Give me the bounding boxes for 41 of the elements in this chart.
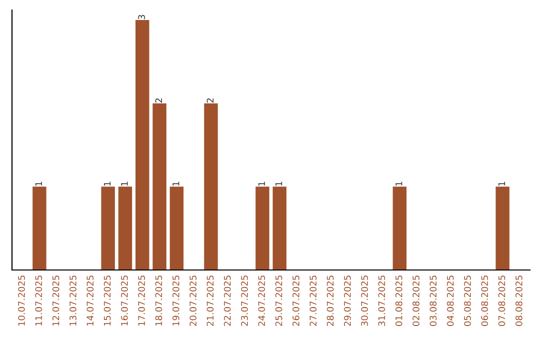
x-tick-label: 19.07.2025 bbox=[172, 276, 180, 326]
x-tick-label: 13.07.2025 bbox=[70, 276, 76, 326]
x-tick-label: 08.08.2025 bbox=[516, 276, 522, 326]
data-label: 1 bbox=[396, 182, 402, 186]
data-label: 1 bbox=[121, 182, 128, 186]
x-tick-label: 22.07.2025 bbox=[224, 276, 231, 326]
data-label: 1 bbox=[498, 182, 506, 186]
x-tick-label: 23.07.2025 bbox=[241, 276, 248, 326]
x-tick-label: 06.08.2025 bbox=[481, 276, 488, 326]
data-label: 2 bbox=[155, 98, 162, 103]
data-label: 3 bbox=[138, 14, 145, 20]
x-tick-label: 16.07.2025 bbox=[120, 276, 128, 326]
x-tick-label: 03.08.2025 bbox=[430, 276, 437, 326]
x-tick-label: 01.08.2025 bbox=[395, 276, 402, 326]
x-tick-label: 29.07.2025 bbox=[344, 276, 351, 326]
x-tick-label: 26.07.2025 bbox=[292, 276, 300, 326]
data-label: 1 bbox=[35, 182, 42, 186]
x-tick-label: 31.07.2025 bbox=[378, 276, 386, 326]
data-label: 1 bbox=[104, 182, 111, 186]
x-tick-label: 14.07.2025 bbox=[86, 276, 94, 326]
data-label: 1 bbox=[275, 182, 282, 186]
x-tick-label: 21.07.2025 bbox=[206, 276, 214, 326]
x-tick-label: 10.07.2025 bbox=[18, 276, 25, 326]
x-tick-label: 30.07.2025 bbox=[361, 276, 368, 326]
x-tick-label: 20.07.2025 bbox=[190, 276, 196, 326]
x-tick-label: 07.08.2025 bbox=[498, 276, 506, 326]
x-tick-label: 28.07.2025 bbox=[326, 276, 334, 326]
x-tick-label: 17.07.2025 bbox=[138, 276, 145, 326]
x-tick-label: 27.07.2025 bbox=[310, 276, 316, 326]
data-label: 1 bbox=[258, 182, 265, 186]
x-tick-label: 18.07.2025 bbox=[155, 276, 162, 326]
x-tick-label: 05.08.2025 bbox=[464, 276, 471, 326]
data-label: 2 bbox=[206, 98, 214, 103]
x-tick-label: 04.08.2025 bbox=[446, 276, 454, 326]
x-tick-label: 15.07.2025 bbox=[104, 276, 111, 326]
x-tick-label: 12.07.2025 bbox=[52, 276, 60, 326]
data-label: 1 bbox=[172, 182, 180, 186]
x-tick-label: 11.07.2025 bbox=[35, 276, 42, 326]
x-tick-label: 25.07.2025 bbox=[275, 276, 282, 326]
x-tick-label: 24.07.2025 bbox=[258, 276, 266, 326]
x-tick-label: 02.08.2025 bbox=[412, 276, 420, 326]
